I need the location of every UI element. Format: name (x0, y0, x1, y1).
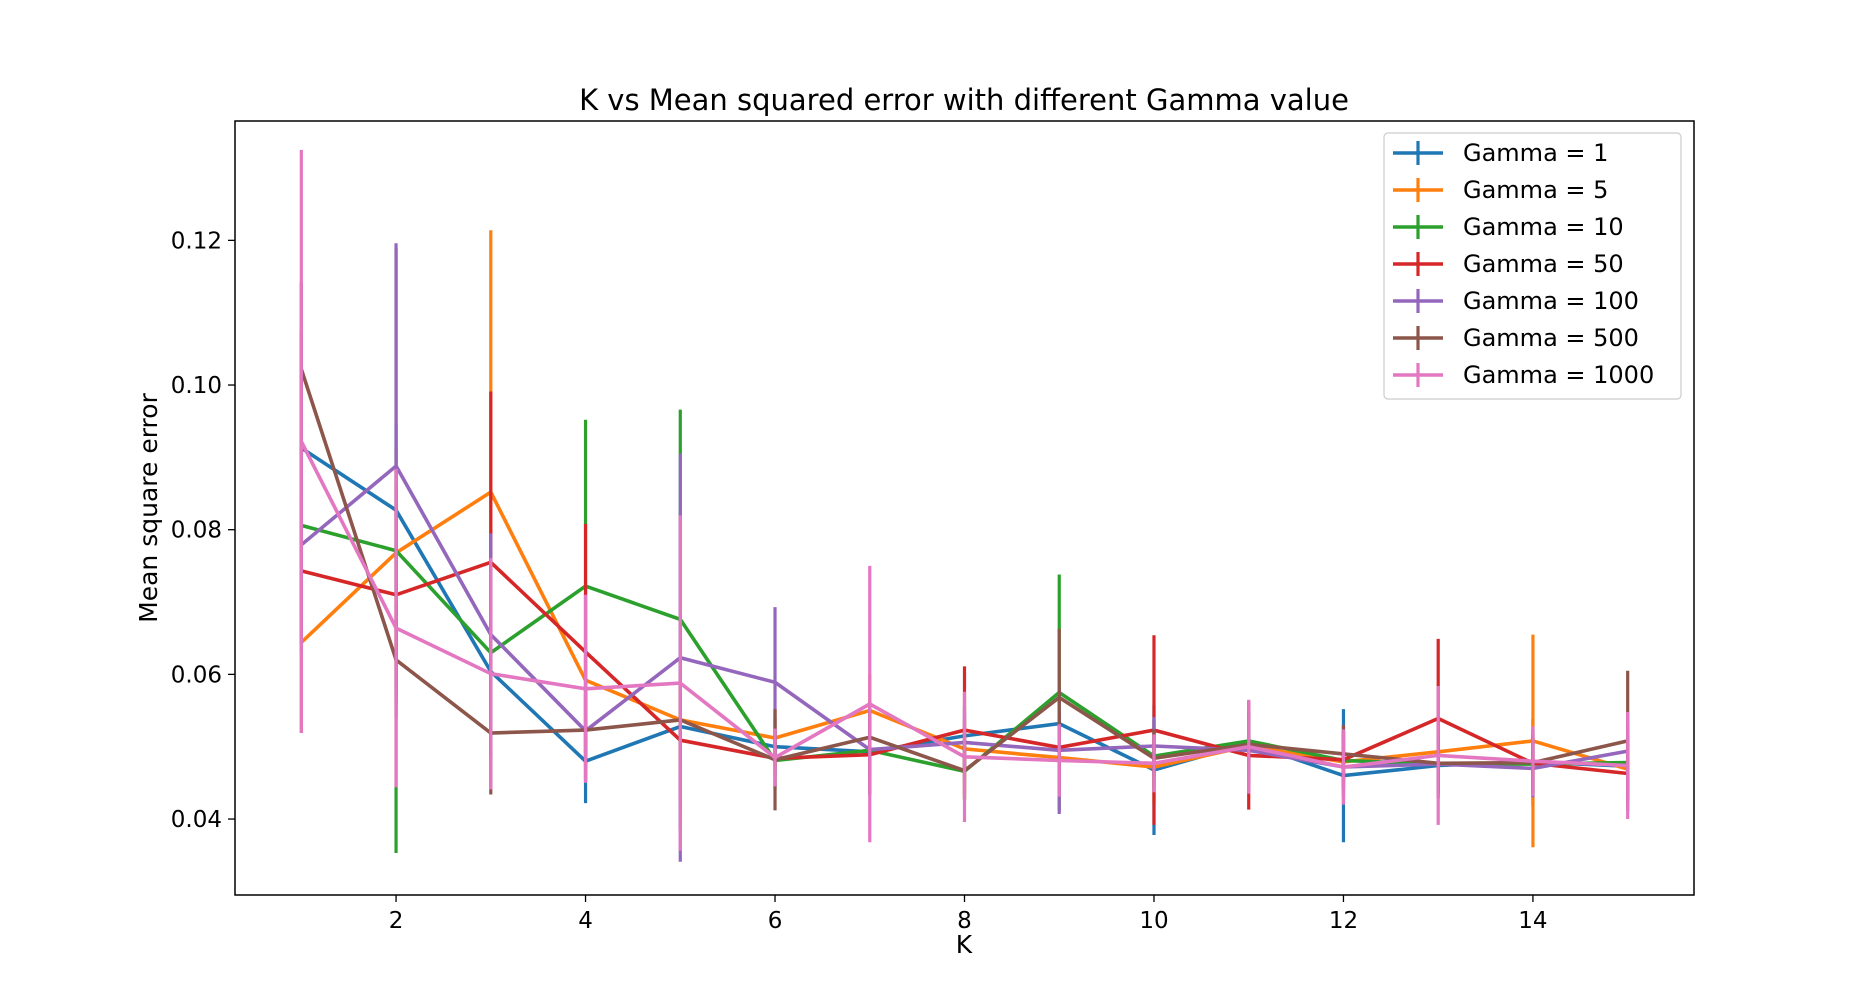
x-axis-label: K (956, 930, 973, 959)
y-tick-label: 0.08 (171, 518, 222, 544)
legend-label: Gamma = 1 (1463, 139, 1608, 167)
legend-item: Gamma = 500 (1393, 324, 1639, 352)
legend: Gamma = 1 Gamma = 5 Gamma = 10 Gamma = 50 Ga… (1383, 132, 1682, 400)
y-tick-label: 0.10 (171, 373, 222, 399)
x-tick-label: 4 (578, 908, 593, 934)
x-tick-label: 10 (1139, 908, 1168, 934)
y-tick-label: 0.04 (171, 807, 222, 833)
legend-label: Gamma = 10 (1463, 213, 1624, 241)
legend-item: Gamma = 1 (1393, 139, 1608, 167)
y-axis-label: Mean square error (134, 392, 163, 622)
legend-item: Gamma = 50 (1393, 250, 1624, 278)
x-tick-label: 6 (768, 908, 783, 934)
legend-item: Gamma = 100 (1393, 287, 1639, 315)
y-axis: 0.04 0.06 0.08 0.10 0.12 (171, 228, 235, 833)
legend-item: Gamma = 5 (1393, 176, 1608, 204)
x-tick-label: 2 (389, 908, 404, 934)
legend-item: Gamma = 10 (1393, 213, 1624, 241)
y-tick-label: 0.12 (171, 228, 222, 254)
legend-label: Gamma = 500 (1463, 324, 1639, 352)
x-tick-label: 14 (1518, 908, 1547, 934)
legend-label: Gamma = 100 (1463, 287, 1639, 315)
legend-item: Gamma = 1000 (1393, 361, 1654, 389)
series-line (299, 440, 1628, 769)
plot-area (299, 149, 1630, 862)
x-tick-label: 8 (957, 908, 972, 934)
legend-label: Gamma = 5 (1463, 176, 1608, 204)
x-axis: 2 4 6 8 10 12 14 (389, 895, 1548, 934)
chart-title: K vs Mean squared error with different G… (579, 83, 1349, 117)
legend-box (1383, 132, 1682, 400)
legend-label: Gamma = 1000 (1463, 361, 1654, 389)
series-7 (299, 149, 1630, 851)
y-tick-label: 0.06 (171, 662, 222, 688)
legend-label: Gamma = 50 (1463, 250, 1624, 278)
x-tick-label: 12 (1329, 908, 1358, 934)
